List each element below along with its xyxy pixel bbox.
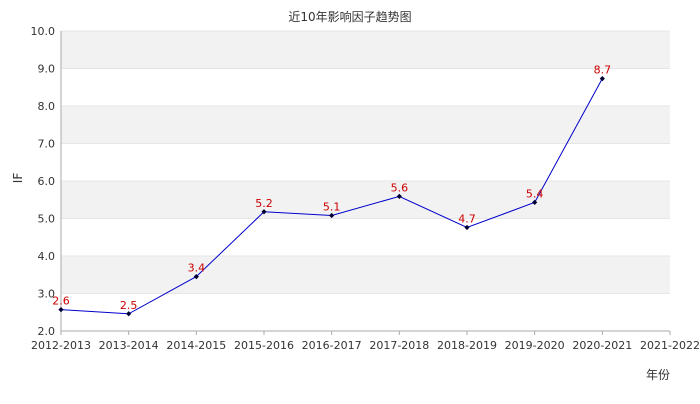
x-tick-label: 2019-2020 — [505, 339, 565, 352]
x-tick-label: 2015-2016 — [234, 339, 294, 352]
data-label: 8.7 — [594, 64, 612, 77]
data-point — [532, 199, 538, 205]
y-tick-labels: 2.0 3.0 4.0 5.0 6.0 7.0 8.0 9.0 10.0 — [31, 25, 56, 338]
data-point — [396, 193, 402, 199]
y-tick-label: 2.0 — [38, 325, 56, 338]
data-markers — [58, 76, 605, 317]
plot-band — [61, 68, 670, 106]
plot-background-bands — [61, 31, 670, 331]
plot-band — [61, 181, 670, 219]
x-tick-label: 2018-2019 — [437, 339, 497, 352]
data-label: 2.6 — [52, 295, 70, 308]
y-tick-label: 3.0 — [38, 288, 56, 301]
y-tick-label: 8.0 — [38, 100, 56, 113]
x-tick-label: 2021-2022 — [640, 339, 700, 352]
data-point — [329, 212, 335, 219]
data-label: 2.5 — [120, 299, 138, 312]
y-tick-label: 10.0 — [31, 25, 56, 38]
x-tick-label: 2013-2014 — [99, 339, 159, 352]
data-point — [464, 224, 470, 231]
x-tick-label: 2017-2018 — [369, 339, 429, 352]
y-tick-label: 9.0 — [38, 63, 56, 76]
data-label: 5.1 — [323, 201, 341, 214]
plot-band — [61, 293, 670, 331]
plot-band — [61, 256, 670, 294]
data-point — [261, 209, 267, 215]
data-point — [126, 311, 132, 317]
y-tick-label: 7.0 — [38, 138, 56, 151]
data-point — [599, 76, 605, 82]
x-tick-labels: 2012-2013 2013-2014 2014-2015 2015-2016 2016… — [31, 339, 700, 352]
data-label: 5.6 — [391, 181, 409, 194]
y-tick-label: 6.0 — [38, 175, 56, 188]
plot-band — [61, 31, 670, 69]
chart-title: 近10年影响因子趋势图 — [288, 9, 411, 24]
plot-band — [61, 143, 670, 181]
axes — [60, 31, 671, 335]
x-axis-label: 年份 — [646, 368, 670, 382]
y-axis-label: IF — [11, 173, 25, 184]
x-tick-label: 2016-2017 — [302, 339, 362, 352]
x-tick-label: 2020-2021 — [572, 339, 632, 352]
data-label: 5.2 — [255, 197, 273, 210]
data-labels: 2.6 2.5 3.4 5.2 5.1 5.6 4.7 5.4 8.7 — [52, 64, 611, 312]
plot-band — [61, 106, 670, 144]
data-point — [58, 307, 64, 313]
x-tick-label: 2014-2015 — [166, 339, 226, 352]
plot-band — [61, 218, 670, 256]
x-tick-label: 2012-2013 — [31, 339, 91, 352]
data-point — [193, 274, 199, 280]
data-label: 5.4 — [526, 187, 544, 200]
data-label: 4.7 — [458, 213, 476, 226]
y-tick-label: 5.0 — [38, 213, 56, 226]
data-label: 3.4 — [188, 262, 206, 275]
y-tick-label: 4.0 — [38, 250, 56, 263]
